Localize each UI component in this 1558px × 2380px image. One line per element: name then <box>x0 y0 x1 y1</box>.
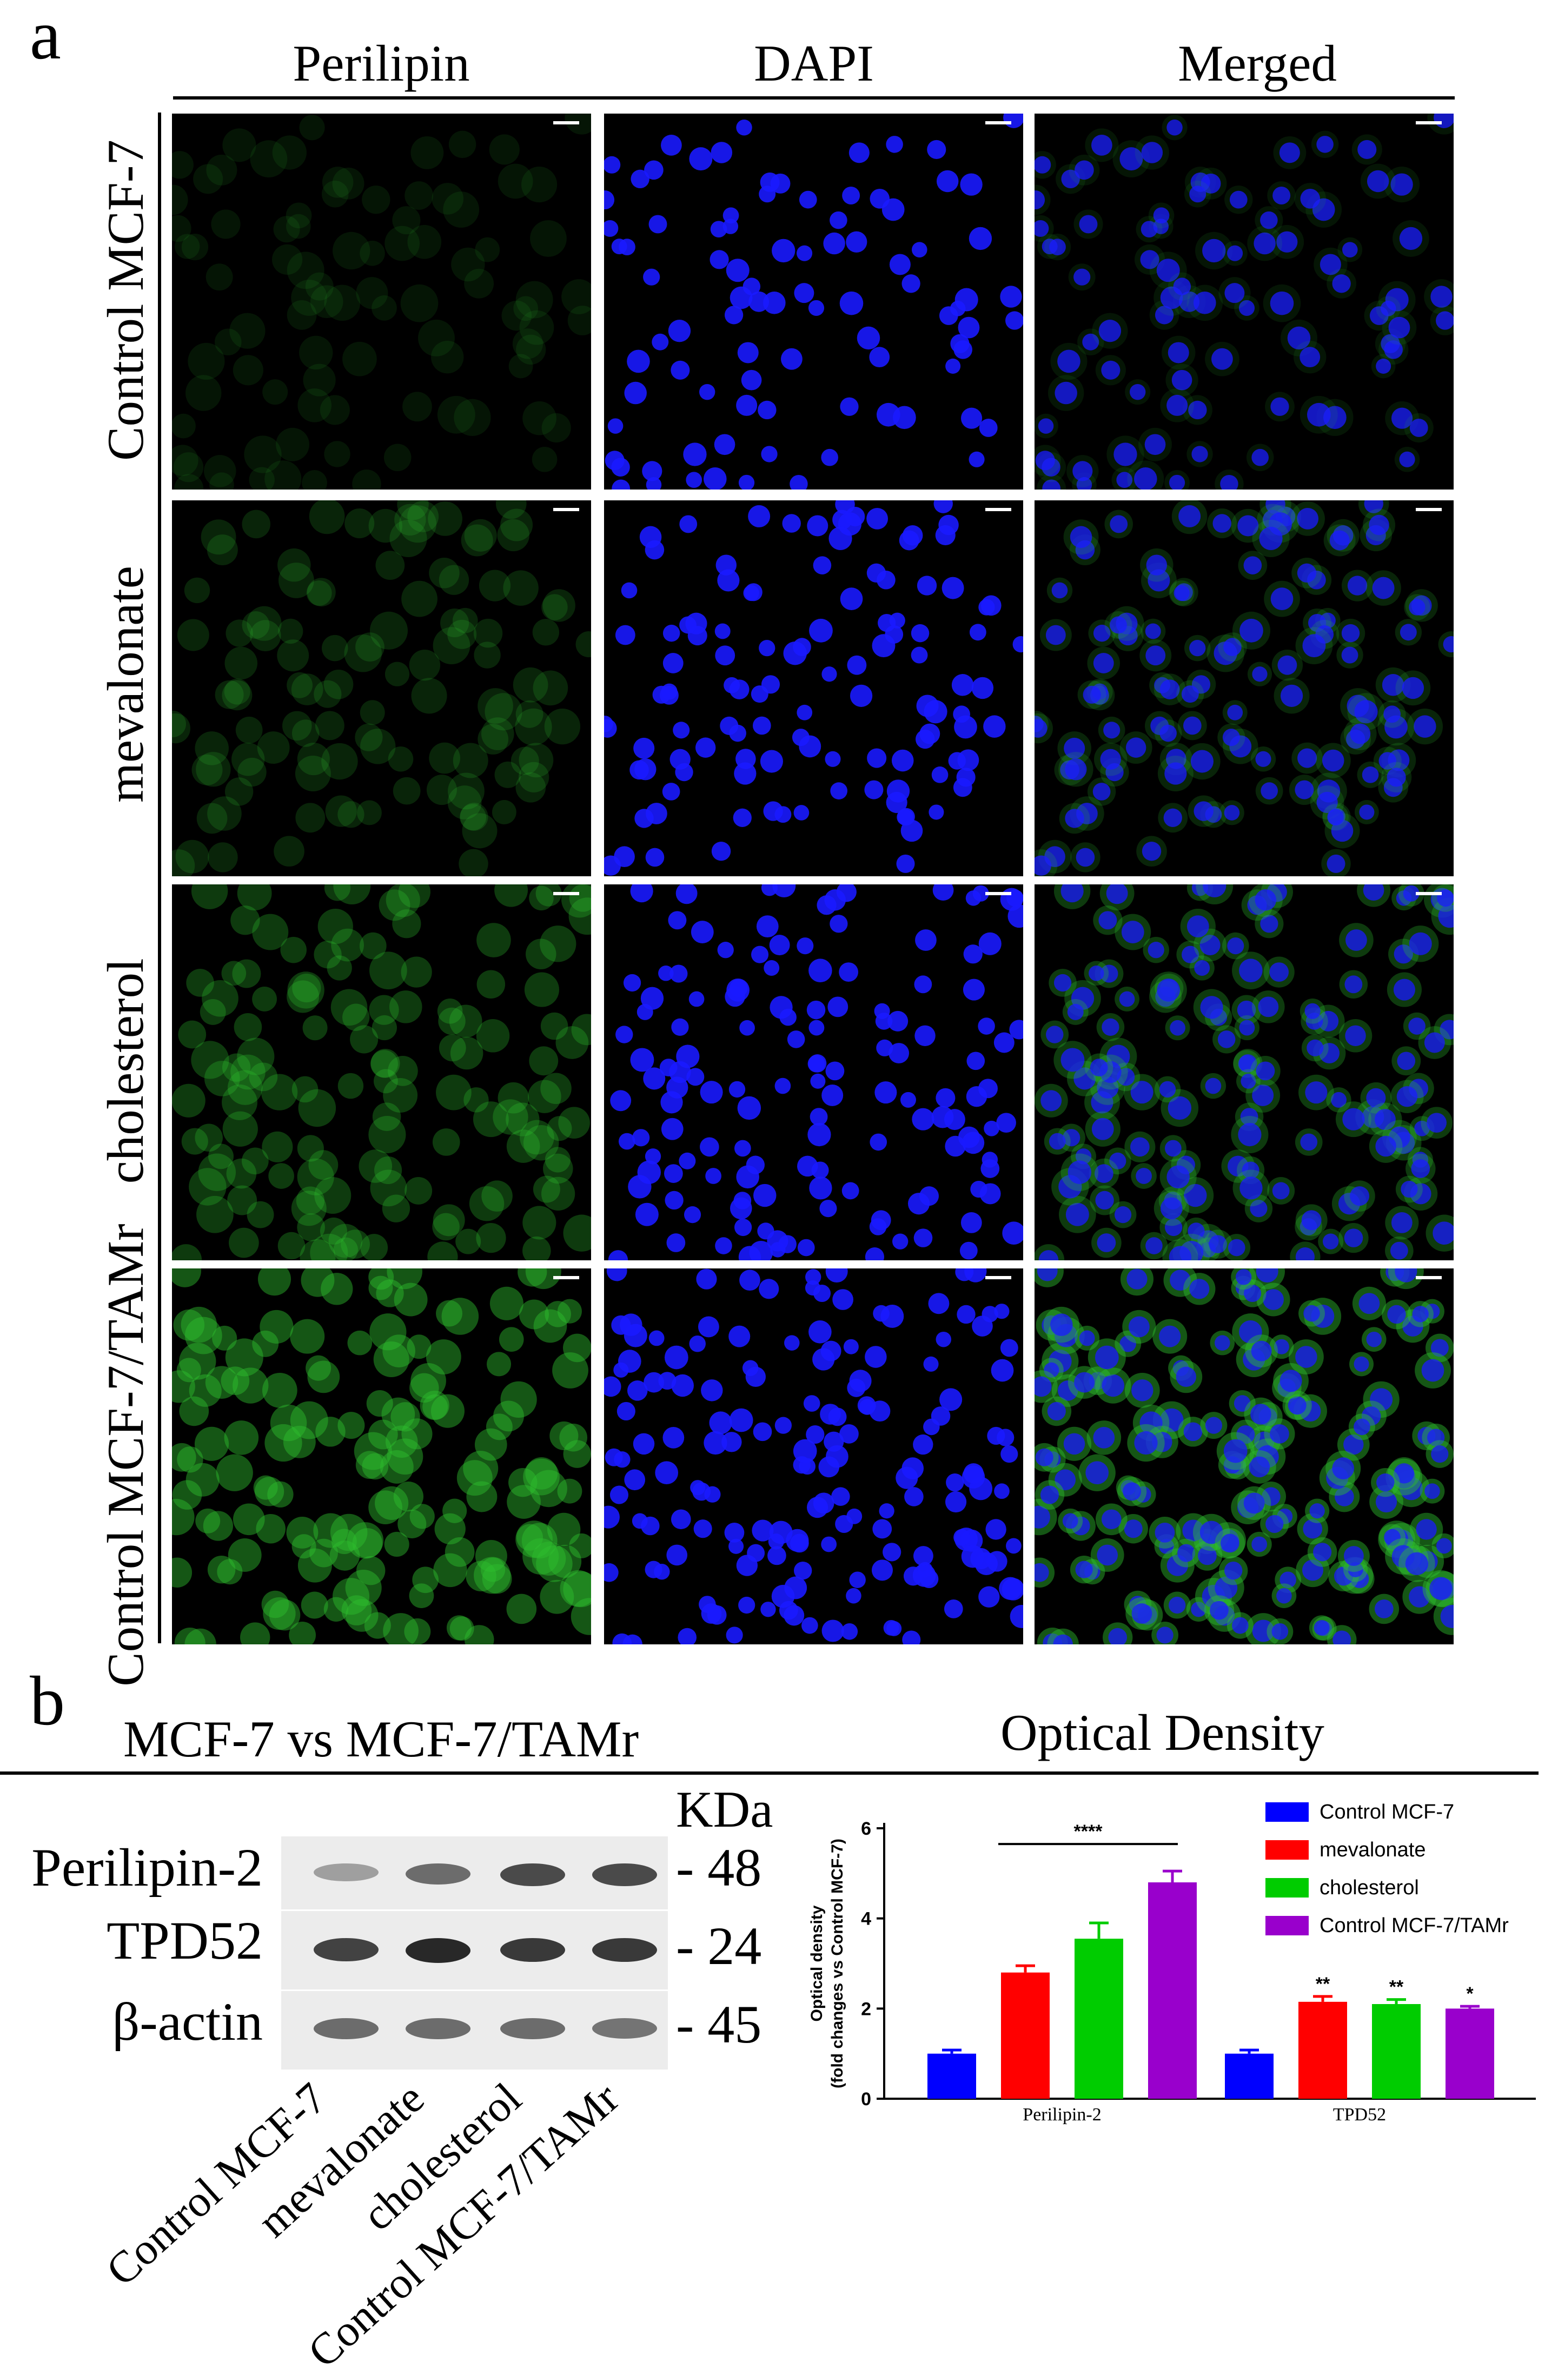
blot-title: MCF-7 vs MCF-7/TAMr <box>123 1710 639 1768</box>
micrograph-merged-row1 <box>1035 114 1454 490</box>
blot-band <box>500 1863 565 1887</box>
bar <box>1446 2008 1494 2099</box>
blot-strip-tpd52 <box>281 1909 668 1989</box>
legend-label: cholesterol <box>1320 1876 1419 1899</box>
mw-marker-24: - 24 <box>676 1916 762 1976</box>
bar <box>1225 2053 1274 2099</box>
row-label-control-mcf7: Control MCF-7 <box>97 140 154 461</box>
kda-label: KDa <box>676 1781 773 1838</box>
mw-marker-48: - 48 <box>676 1837 762 1898</box>
column-label-perilipin: Perilipin <box>293 35 470 92</box>
micrograph-green-row1 <box>172 114 591 490</box>
blot-band <box>592 1863 657 1887</box>
legend-label: mevalonate <box>1320 1839 1426 1861</box>
scale-bar <box>985 892 1011 895</box>
category-label: TPD52 <box>1333 2105 1386 2125</box>
row-label-mevalonate: mevalonate <box>97 566 154 803</box>
significance-stars: ** <box>1389 1977 1404 1998</box>
blot-band <box>500 2018 565 2039</box>
blot-band <box>406 1938 470 1963</box>
blot-band <box>592 2018 657 2039</box>
micrograph-green-row4 <box>172 1268 591 1644</box>
legend-swatch <box>1265 1840 1309 1860</box>
blot-band <box>314 2018 379 2039</box>
legend-swatch <box>1265 1916 1309 1935</box>
blot-band <box>314 1863 379 1882</box>
protein-label-perilipin2: Perilipin-2 <box>31 1837 263 1898</box>
column-label-dapi: DAPI <box>754 35 874 92</box>
protein-label-tpd52: TPD52 <box>107 1910 263 1971</box>
y-tick-label: 0 <box>861 2089 871 2110</box>
legend-label: Control MCF-7/TAMr <box>1320 1914 1509 1937</box>
column-header-rule <box>173 96 1455 100</box>
panel-b-letter: b <box>30 1662 65 1740</box>
legend-swatch <box>1265 1802 1309 1822</box>
y-tick-label: 6 <box>861 1819 871 1839</box>
y-axis-label: (fold changes vs Control MCF-7) <box>828 1839 846 2088</box>
scale-bar <box>1416 121 1442 124</box>
row-label-control-tamr: Control MCF-7/TAMr <box>97 1224 154 1687</box>
bar <box>1148 1882 1197 2099</box>
blot-band <box>500 1938 565 1962</box>
legend-swatch <box>1265 1878 1309 1898</box>
scale-bar <box>553 121 579 124</box>
micrograph-merged-row3 <box>1035 884 1454 1260</box>
significance-stars: ** <box>1316 1974 1330 1994</box>
mw-marker-45: - 45 <box>676 1994 762 2054</box>
micrograph-blue-row2 <box>604 500 1023 876</box>
scale-bar <box>553 508 579 511</box>
blot-band <box>406 2018 470 2039</box>
y-tick-label: 4 <box>861 1909 871 1929</box>
scale-bar <box>985 1276 1011 1279</box>
micrograph-blue-row1 <box>604 114 1023 490</box>
bar <box>1075 1939 1123 2099</box>
row-label-rule <box>158 113 161 1643</box>
y-axis-label: Optical density <box>808 1905 826 2021</box>
blot-band <box>592 1938 657 1962</box>
legend-label: Control MCF-7 <box>1320 1801 1454 1823</box>
bar <box>1372 2004 1421 2099</box>
blot-band <box>406 1863 470 1885</box>
bar <box>1298 2001 1347 2099</box>
blot-strip-perilipin2 <box>281 1835 668 1909</box>
bar <box>927 2053 976 2099</box>
blot-strip-beta-actin <box>281 1989 668 2070</box>
optical-density-chart: 0 2 4 6 Optical density (fold changes vs Cont… <box>808 1801 1536 2125</box>
panel-b-rule <box>0 1771 1539 1775</box>
blot-band <box>314 1938 379 1962</box>
protein-label-beta-actin: β-actin <box>112 1992 263 2052</box>
micrograph-merged-row4 <box>1035 1268 1454 1644</box>
scale-bar <box>553 892 579 895</box>
significance-stars: * <box>1466 1984 1474 2004</box>
scale-bar <box>1416 892 1442 895</box>
chart-title: Optical Density <box>1000 1704 1324 1761</box>
bar <box>1001 1972 1050 2099</box>
bracket-label: **** <box>1074 1821 1103 1842</box>
scale-bar <box>985 508 1011 511</box>
row-label-cholesterol: cholesterol <box>97 958 154 1184</box>
scale-bar <box>985 121 1011 124</box>
micrograph-blue-row3 <box>604 884 1023 1260</box>
micrograph-blue-row4 <box>604 1268 1023 1644</box>
scale-bar <box>1416 1276 1442 1279</box>
micrograph-green-row2 <box>172 500 591 876</box>
panel-a-letter: a <box>30 0 61 74</box>
y-tick-label: 2 <box>861 1999 871 2019</box>
micrograph-merged-row2 <box>1035 500 1454 876</box>
category-label: Perilipin-2 <box>1023 2105 1101 2125</box>
scale-bar <box>1416 508 1442 511</box>
scale-bar <box>553 1276 579 1279</box>
column-label-merged: Merged <box>1178 35 1337 92</box>
micrograph-green-row3 <box>172 884 591 1260</box>
